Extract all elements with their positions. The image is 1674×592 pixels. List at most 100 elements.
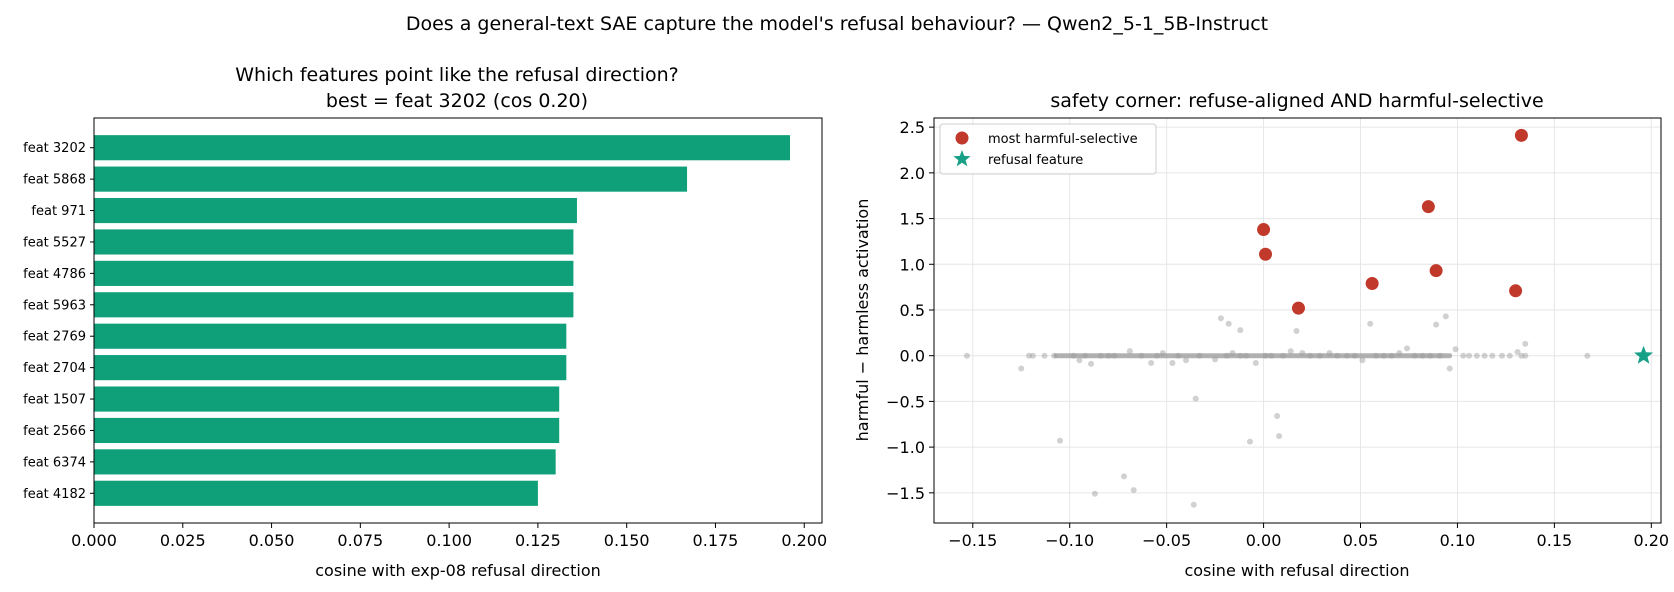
point-harmful-selective bbox=[1257, 223, 1271, 237]
scatter-legend: most harmful-selective refusal feature bbox=[939, 123, 1157, 175]
point-refusal-feature bbox=[1634, 345, 1654, 364]
point-feature bbox=[1192, 395, 1199, 402]
bar bbox=[94, 135, 791, 161]
point-harmful-selective bbox=[1429, 264, 1443, 278]
point-feature bbox=[1225, 320, 1232, 327]
x-tick-label: 0.150 bbox=[604, 531, 650, 550]
figure-title: Does a general-text SAE capture the mode… bbox=[406, 13, 1268, 35]
point-feature bbox=[1287, 348, 1294, 355]
point-feature bbox=[1111, 352, 1118, 359]
scatter-x-axis-label: cosine with refusal direction bbox=[1184, 561, 1409, 580]
legend-marker-harmful-selective bbox=[955, 131, 969, 145]
point-feature bbox=[1446, 365, 1453, 372]
point-feature bbox=[1247, 438, 1254, 445]
point-feature bbox=[1217, 315, 1224, 322]
y-tick-label: feat 2566 bbox=[23, 424, 86, 439]
point-feature bbox=[1473, 352, 1480, 359]
y-tick-label: −0.5 bbox=[886, 392, 925, 411]
point-feature bbox=[1489, 352, 1496, 359]
bar bbox=[94, 229, 574, 255]
point-feature bbox=[1380, 352, 1387, 359]
y-tick-label: 2.0 bbox=[900, 164, 925, 183]
point-feature bbox=[1018, 365, 1025, 372]
x-tick-label: 0.050 bbox=[249, 531, 295, 550]
point-feature bbox=[1153, 352, 1160, 359]
point-feature bbox=[1427, 352, 1434, 359]
x-tick-label: 0.100 bbox=[426, 531, 472, 550]
point-feature bbox=[1097, 352, 1104, 359]
point-feature bbox=[1237, 352, 1244, 359]
y-tick-label: 0.5 bbox=[900, 301, 925, 320]
x-tick-label: 0.10 bbox=[1440, 531, 1476, 550]
point-feature bbox=[1343, 352, 1350, 359]
point-feature bbox=[1070, 352, 1077, 359]
point-feature bbox=[1351, 352, 1358, 359]
point-feature bbox=[1433, 321, 1440, 328]
point-feature bbox=[1057, 437, 1064, 444]
bar bbox=[94, 260, 574, 286]
point-harmful-selective bbox=[1514, 128, 1528, 142]
point-feature bbox=[1169, 360, 1176, 367]
point-feature bbox=[1196, 352, 1203, 359]
point-feature bbox=[1518, 352, 1525, 359]
legend-marker-refusal-feature bbox=[953, 150, 971, 167]
y-tick-label: feat 5963 bbox=[23, 298, 86, 313]
scatter-y-ticks: −1.5 −1.0 −0.5 0.0 0.5 1.0 1.5 2.0 2.5 bbox=[886, 118, 934, 503]
bar bbox=[94, 480, 538, 506]
point-feature bbox=[1268, 352, 1275, 359]
y-tick-label: 1.5 bbox=[900, 210, 925, 229]
point-feature bbox=[1299, 349, 1306, 356]
y-tick-label: feat 2704 bbox=[23, 361, 86, 376]
x-tick-label: 0.125 bbox=[515, 531, 561, 550]
scatter-plot-frame bbox=[933, 117, 1662, 524]
point-feature bbox=[1088, 360, 1095, 367]
point-feature bbox=[1436, 352, 1443, 359]
y-tick-label: feat 971 bbox=[31, 204, 86, 219]
y-tick-label: feat 5868 bbox=[23, 173, 86, 188]
point-feature bbox=[1307, 352, 1314, 359]
x-tick-label: 0.00 bbox=[1246, 531, 1282, 550]
point-feature bbox=[1082, 352, 1089, 359]
bar bbox=[94, 417, 560, 444]
point-feature bbox=[1584, 352, 1591, 359]
point-feature bbox=[963, 352, 970, 359]
point-feature bbox=[1419, 352, 1426, 359]
y-tick-label: 1.0 bbox=[900, 255, 925, 274]
point-feature bbox=[1293, 328, 1300, 335]
point-feature bbox=[1359, 357, 1366, 364]
point-feature bbox=[1190, 501, 1197, 508]
bar bbox=[94, 166, 688, 192]
point-feature bbox=[1326, 349, 1333, 356]
point-feature bbox=[1159, 349, 1166, 356]
bar-y-ticks: feat 3202 feat 5868 feat 971 feat 5527 feat … bbox=[23, 141, 94, 502]
point-feature bbox=[1522, 340, 1529, 347]
point-feature bbox=[1237, 327, 1244, 334]
point-feature bbox=[1367, 320, 1374, 327]
point-feature bbox=[1025, 352, 1032, 359]
y-tick-label: feat 4182 bbox=[23, 487, 86, 502]
point-feature bbox=[1243, 352, 1250, 359]
point-feature bbox=[1130, 487, 1137, 494]
point-feature bbox=[1105, 352, 1112, 359]
x-tick-label: −0.10 bbox=[1045, 531, 1094, 550]
scatter-y-axis-label: harmful − harmless activation bbox=[853, 199, 872, 442]
point-feature bbox=[1499, 352, 1506, 359]
x-tick-label: 0.000 bbox=[71, 531, 117, 550]
x-tick-label: 0.15 bbox=[1537, 531, 1573, 550]
y-tick-label: 2.5 bbox=[900, 118, 925, 137]
point-harmful-selective bbox=[1365, 276, 1379, 290]
point-feature bbox=[1183, 357, 1190, 364]
point-feature bbox=[1404, 345, 1411, 352]
bar-marks bbox=[94, 135, 791, 506]
point-feature bbox=[1091, 490, 1098, 497]
point-harmful-selective bbox=[1421, 200, 1435, 214]
bar bbox=[94, 355, 567, 381]
bar bbox=[94, 386, 560, 412]
scatter-marks bbox=[963, 128, 1654, 508]
scatter-chart: safety corner: refuse-aligned AND harmfu… bbox=[853, 90, 1669, 580]
point-feature bbox=[1279, 352, 1286, 359]
point-feature bbox=[1138, 352, 1145, 359]
point-feature bbox=[1212, 356, 1219, 363]
legend-box bbox=[939, 123, 1157, 175]
